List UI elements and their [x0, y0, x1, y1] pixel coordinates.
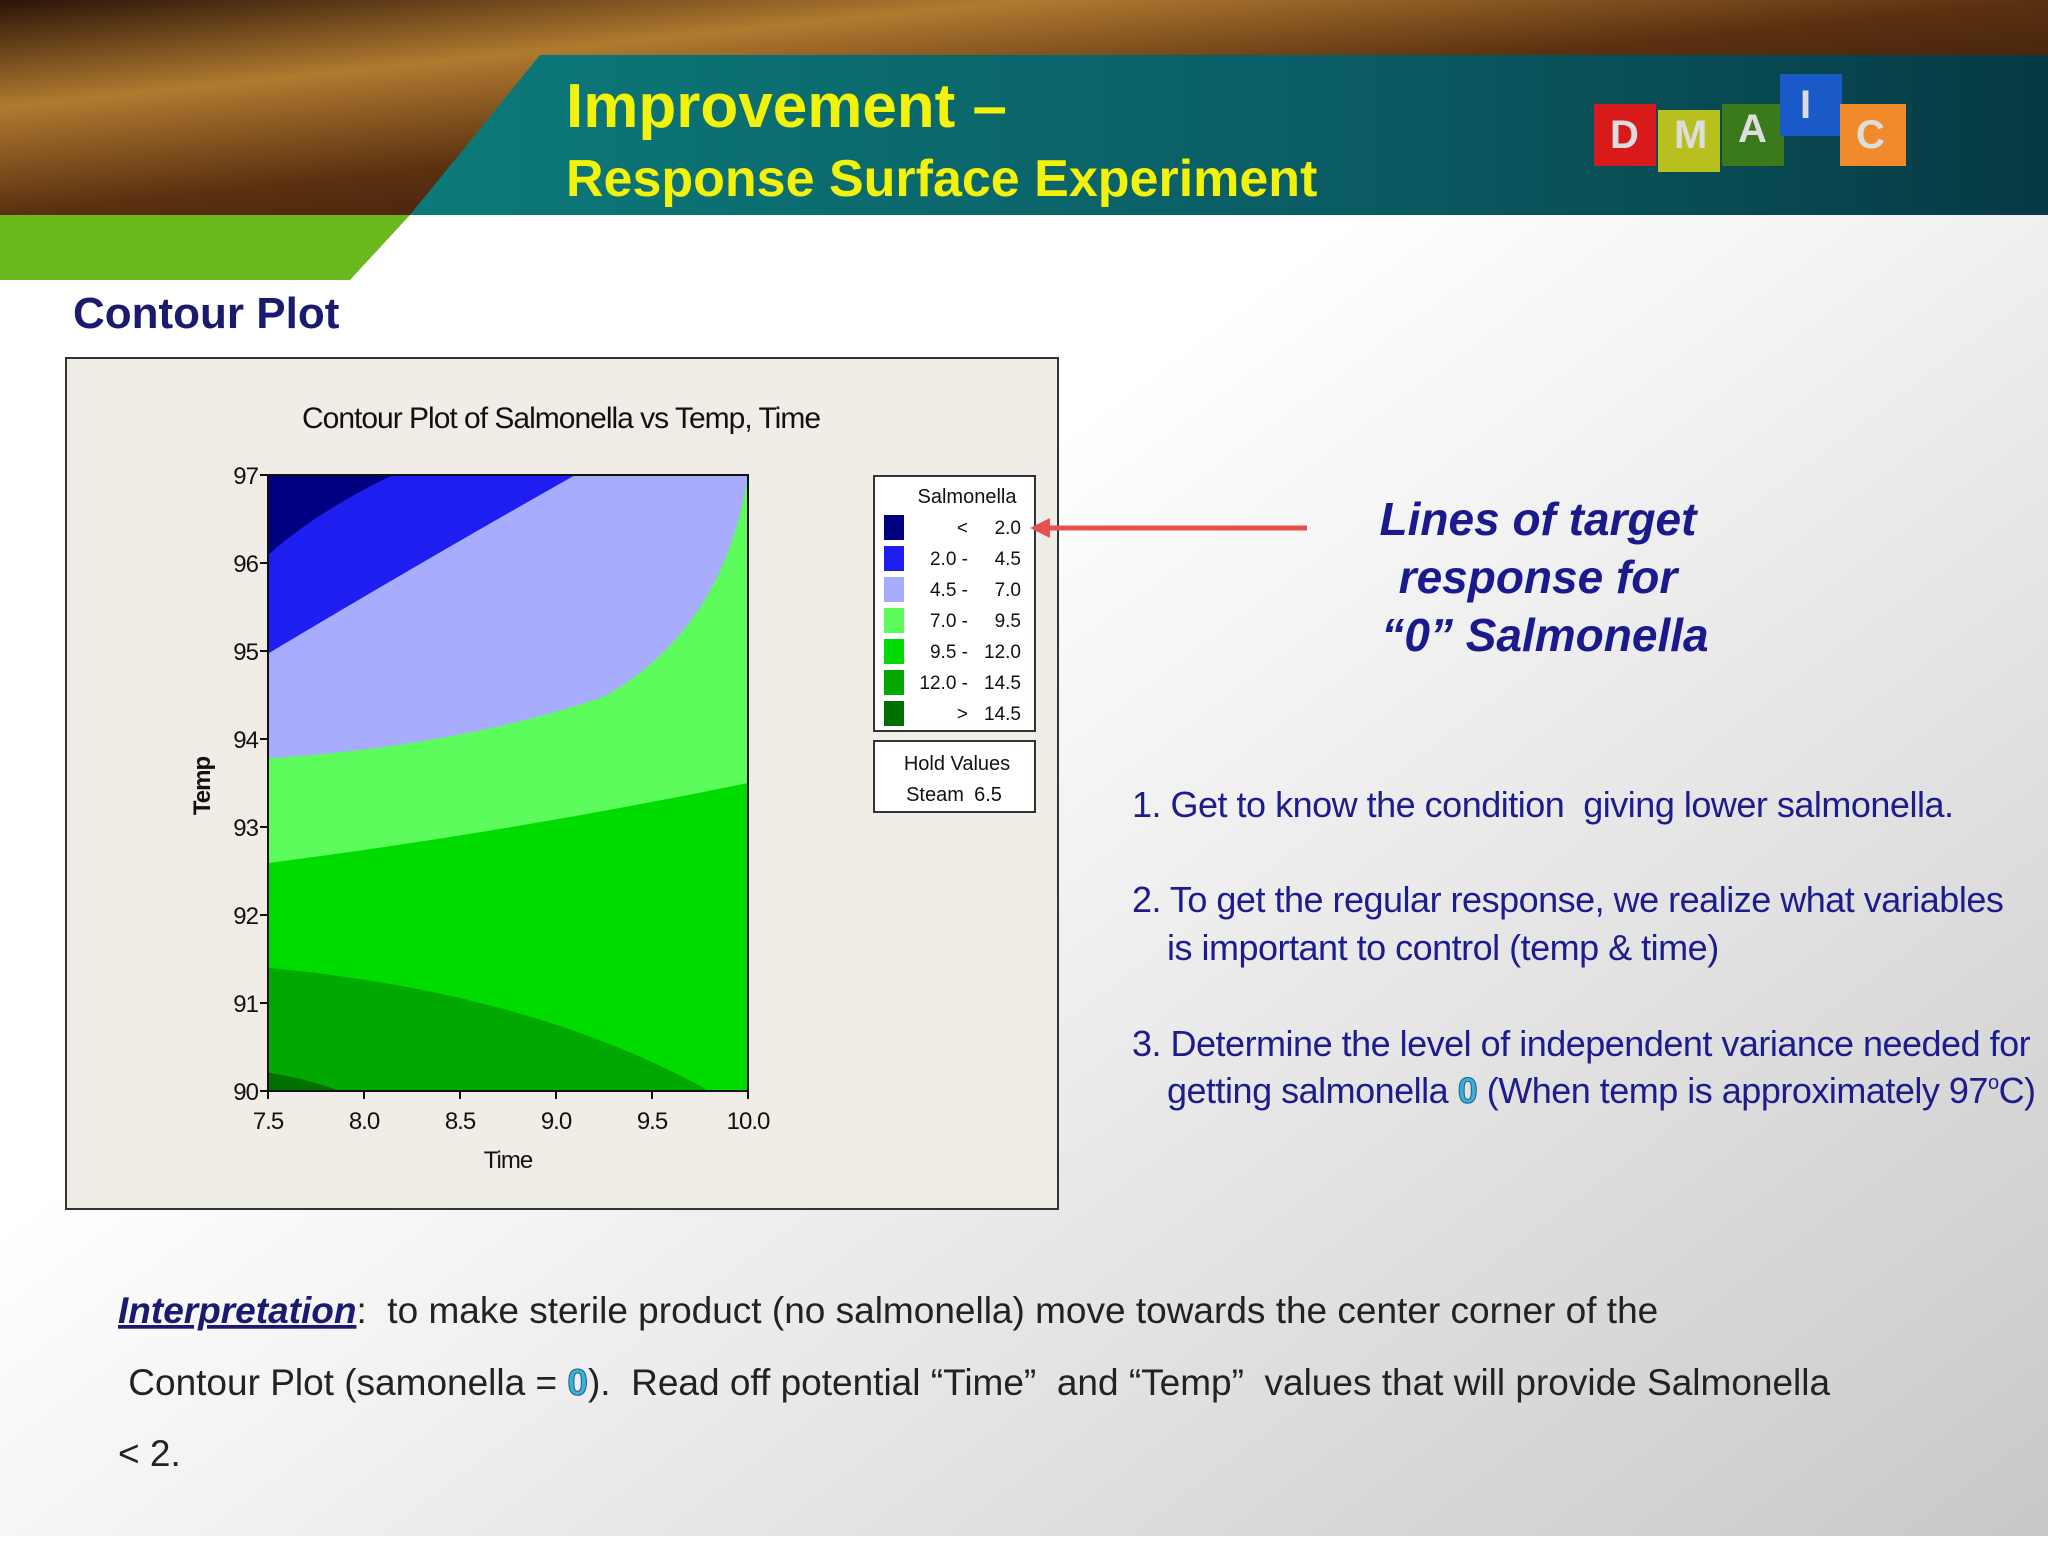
legend-swatch: [884, 577, 904, 602]
y-tick-label: 96: [233, 551, 258, 578]
highlight: 0: [567, 1362, 588, 1403]
logo-letter: C: [1856, 113, 1885, 157]
plot-area: [268, 475, 748, 1091]
logo-flag: [1840, 104, 1906, 166]
chart-title: Contour Plot of Salmonella vs Temp, Time: [302, 402, 820, 435]
legend-range: 9.5 -: [930, 642, 968, 663]
x-tick-label: 9.0: [541, 1108, 572, 1135]
interpretation-label: Interpretation: [118, 1290, 356, 1331]
slide-title: Improvement –: [566, 72, 1007, 141]
legend-range: <: [957, 518, 968, 539]
annotation: Lines of target: [1380, 493, 1699, 545]
logo: D M A I C: [1594, 74, 1906, 172]
y-tick-label: 91: [233, 991, 258, 1018]
point-text: (When temp is approximately 97: [1477, 1070, 1988, 1111]
legend-range: 4.5 -: [930, 580, 968, 601]
y-tick-label: 95: [233, 639, 258, 666]
y-axis-label: Temp: [189, 757, 216, 816]
interpretation: Contour Plot (samonella = 0). Read off p…: [118, 1362, 1830, 1403]
point: 3. Determine the level of independent va…: [1132, 1023, 2031, 1064]
hold-title: Hold Values: [904, 753, 1010, 775]
logo-flag: [1658, 110, 1720, 172]
point: 2. To get the regular response, we reali…: [1132, 879, 2003, 920]
point: is important to control (temp & time): [1167, 927, 1719, 968]
legend-range: 4.5: [995, 549, 1021, 570]
interpretation-text: : to make sterile product (no salmonella…: [356, 1290, 1658, 1331]
legend-range: 7.0 -: [930, 611, 968, 632]
x-axis-label: Time: [484, 1147, 533, 1174]
logo-letter: I: [1800, 83, 1811, 127]
logo-flag: [1722, 104, 1784, 166]
legend-range: 9.5: [995, 611, 1021, 632]
y-tick-label: 94: [233, 727, 258, 754]
logo-flag: [1594, 104, 1656, 166]
superscript: o: [1988, 1072, 1999, 1094]
legend-range: 7.0: [995, 580, 1021, 601]
annotation: response for: [1399, 551, 1680, 603]
x-tick-label: 7.5: [253, 1108, 284, 1135]
x-tick-label: 8.0: [349, 1108, 380, 1135]
hold-value: 6.5: [974, 784, 1002, 806]
interpretation-text: Contour Plot (samonella =: [118, 1362, 567, 1403]
plot-frame: [267, 474, 749, 1092]
legend-range: 14.5: [984, 673, 1021, 694]
x-tick-label: 9.5: [637, 1108, 668, 1135]
y-tick-label: 92: [233, 903, 258, 930]
legend-range: 2.0: [995, 518, 1021, 539]
annotation: “0” Salmonella: [1381, 609, 1708, 661]
point-text: C): [1999, 1070, 2036, 1111]
legend-title: Salmonella: [918, 486, 1018, 508]
logo-letter: D: [1610, 113, 1639, 157]
arrow-head: [1030, 518, 1050, 538]
legend-swatch: [884, 515, 904, 540]
point-text: getting salmonella: [1167, 1070, 1458, 1111]
contour-region: [268, 1072, 340, 1091]
x-tick-label: 10.0: [727, 1108, 770, 1135]
section-title: Contour Plot: [73, 289, 340, 338]
legend-swatch: [884, 639, 904, 664]
header-banner: [410, 55, 2048, 215]
logo-flag: [1780, 74, 1842, 136]
green-strip: [0, 215, 410, 280]
logo-letter: A: [1738, 107, 1767, 151]
y-tick-label: 93: [233, 815, 258, 842]
point: getting salmonella 0 (When temp is appro…: [1167, 1070, 2036, 1111]
legend-swatch: [884, 608, 904, 633]
interpretation: Interpretation: to make sterile product …: [118, 1290, 1658, 1331]
legend-swatch: [884, 670, 904, 695]
legend-range: 2.0 -: [930, 549, 968, 570]
legend-range: 12.0 -: [919, 673, 968, 694]
hold-box: [873, 740, 1036, 813]
y-tick-label: 97: [233, 463, 258, 490]
point: 1. Get to know the condition giving lowe…: [1132, 784, 1953, 825]
interpretation-text: ). Read off potential “Time” and “Temp” …: [588, 1362, 1831, 1403]
highlight: 0: [1458, 1070, 1478, 1111]
hold-label: Steam: [906, 784, 964, 806]
logo-letter: M: [1674, 113, 1707, 157]
x-tick-label: 8.5: [445, 1108, 476, 1135]
legend-range: >: [957, 704, 968, 725]
legend-swatch: [884, 546, 904, 571]
interpretation: < 2.: [118, 1433, 181, 1474]
legend-range: 14.5: [984, 704, 1021, 725]
contour-region: [268, 967, 710, 1091]
slide-subtitle: Response Surface Experiment: [566, 150, 1317, 208]
legend-swatch: [884, 701, 904, 726]
legend-range: 12.0: [984, 642, 1021, 663]
y-tick-label: 90: [233, 1079, 258, 1106]
contour-chart: Contour Plot of Salmonella vs Temp, Time…: [65, 357, 1059, 1210]
